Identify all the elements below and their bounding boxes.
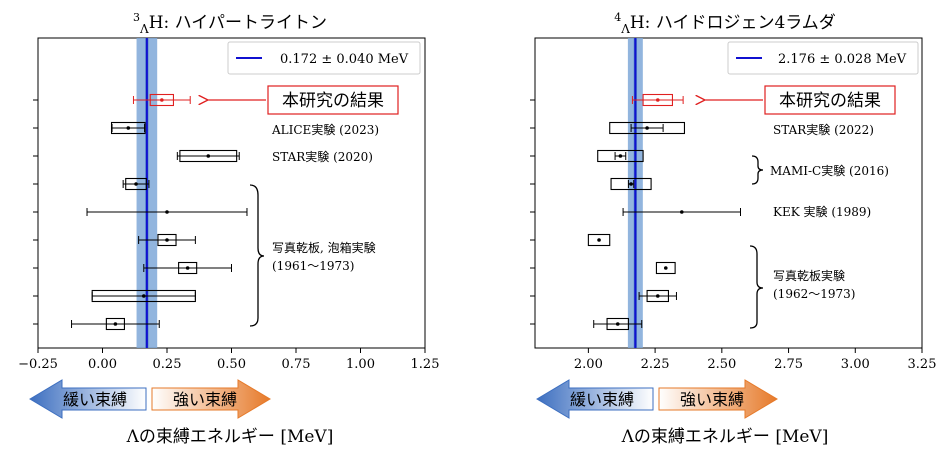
data-point xyxy=(655,261,676,275)
data-point xyxy=(622,208,742,216)
x-tick-label: −0.25 xyxy=(18,357,58,372)
strong-binding-arrow-left: 強い束縛 xyxy=(151,379,271,419)
data-point-this-work xyxy=(631,93,684,107)
emulsion-brace xyxy=(749,245,764,329)
data-point xyxy=(638,289,677,303)
x-tick-label: 0.50 xyxy=(217,357,246,372)
title-main: H: ハイドロジェン4ラムダ xyxy=(630,13,836,33)
strong-binding-arrow-right: 強い束縛 xyxy=(658,379,778,419)
title-subscript: Λ xyxy=(620,22,630,36)
x-tick-label: 0.25 xyxy=(153,357,182,372)
chart-hydrogen4-lambda: 4ΛH: ハイドロジェン4ラムダ 2.00 2.25 2.50 2.75 3.00 3.2… xyxy=(530,11,936,372)
title-superscript: 3 xyxy=(133,11,140,24)
kek-label: KEK 実験 (1989) xyxy=(773,204,871,219)
data-point xyxy=(110,121,146,135)
title-main: H: ハイパートライトン xyxy=(149,13,327,33)
emulsion-label-line2: (1961〜1973) xyxy=(272,259,354,273)
x-tick-label: 0.75 xyxy=(282,357,311,372)
x-tick-label: 0.00 xyxy=(88,357,117,372)
x-axis-label: Λの束縛エネルギー [MeV] xyxy=(621,427,829,447)
x-tick-label: 3.25 xyxy=(908,357,937,372)
weak-label: 緩い束縛 xyxy=(570,390,634,409)
chart-title: 4ΛH: ハイドロジェン4ラムダ xyxy=(614,11,836,36)
data-point xyxy=(593,317,643,331)
x-tick-label: 2.50 xyxy=(707,357,736,372)
data-point xyxy=(91,289,196,303)
x-ticks: −0.25 0.00 0.25 0.50 0.75 1.00 1.25 xyxy=(18,348,439,372)
strong-label: 強い束縛 xyxy=(680,390,744,409)
legend: 0.172 ± 0.040 MeV xyxy=(227,41,421,75)
y-ticks xyxy=(530,99,535,325)
this-work-box xyxy=(267,85,399,115)
x-tick-label: 2.75 xyxy=(774,357,803,372)
data-point xyxy=(587,233,611,247)
emulsion-label-line2: (1962〜1973) xyxy=(773,287,855,301)
alice-label: ALICE実験 (2023) xyxy=(271,122,379,137)
star-label: STAR実験 (2020) xyxy=(272,149,373,164)
legend-label: 2.176 ± 0.028 MeV xyxy=(778,52,907,67)
data-point xyxy=(122,177,150,191)
emulsion-label-line1: 写真乾板実験 xyxy=(773,268,845,283)
band-group xyxy=(627,38,643,348)
this-work-box xyxy=(764,85,896,115)
legend-label: 0.172 ± 0.040 MeV xyxy=(280,52,409,67)
legend: 2.176 ± 0.028 MeV xyxy=(727,41,919,75)
data-point xyxy=(71,317,160,331)
x-axis-label: Λの束縛エネルギー [MeV] xyxy=(126,427,334,447)
this-work-label: 本研究の結果 xyxy=(779,91,881,111)
x-tick-label: 2.00 xyxy=(574,357,603,372)
x-tick-label: 2.25 xyxy=(641,357,670,372)
data-point xyxy=(597,149,644,163)
strong-label: 強い束縛 xyxy=(173,390,237,409)
weak-label: 緩い束縛 xyxy=(63,390,127,409)
data-point xyxy=(176,149,240,163)
data-point xyxy=(138,233,196,247)
chart-title: 3ΛH: ハイパートライトン xyxy=(133,11,327,36)
mami-brace xyxy=(751,155,764,185)
data-point xyxy=(143,261,232,275)
data-point xyxy=(609,121,686,135)
x-tick-label: 3.00 xyxy=(841,357,870,372)
data-point xyxy=(610,177,652,191)
weak-binding-arrow-right: 緩い束縛 xyxy=(536,379,654,419)
data-point-this-work xyxy=(132,93,191,107)
data-point xyxy=(86,208,248,216)
plot-frame xyxy=(534,37,923,349)
x-ticks: 2.00 2.25 2.50 2.75 3.00 3.25 xyxy=(574,348,937,372)
title-subscript: Λ xyxy=(139,22,149,36)
weak-binding-arrow-left: 緩い束縛 xyxy=(29,379,147,419)
star-label: STAR実験 (2022) xyxy=(773,122,874,137)
this-work-label: 本研究の結果 xyxy=(282,91,384,111)
x-tick-label: 1.00 xyxy=(346,357,375,372)
mami-label: MAMI-C実験 (2016) xyxy=(770,163,889,178)
y-ticks xyxy=(33,99,38,325)
emulsion-brace xyxy=(249,184,265,327)
emulsion-label-line1: 写真乾板, 泡箱実験 xyxy=(272,240,376,255)
data-points xyxy=(587,93,742,331)
title-superscript: 4 xyxy=(614,11,621,24)
chart-hypertriton: 3ΛH: ハイパートライトン −0.25 0.00 0.25 0.50 0.75 1.00… xyxy=(18,11,439,372)
data-points xyxy=(71,93,248,331)
x-tick-label: 1.25 xyxy=(411,357,440,372)
